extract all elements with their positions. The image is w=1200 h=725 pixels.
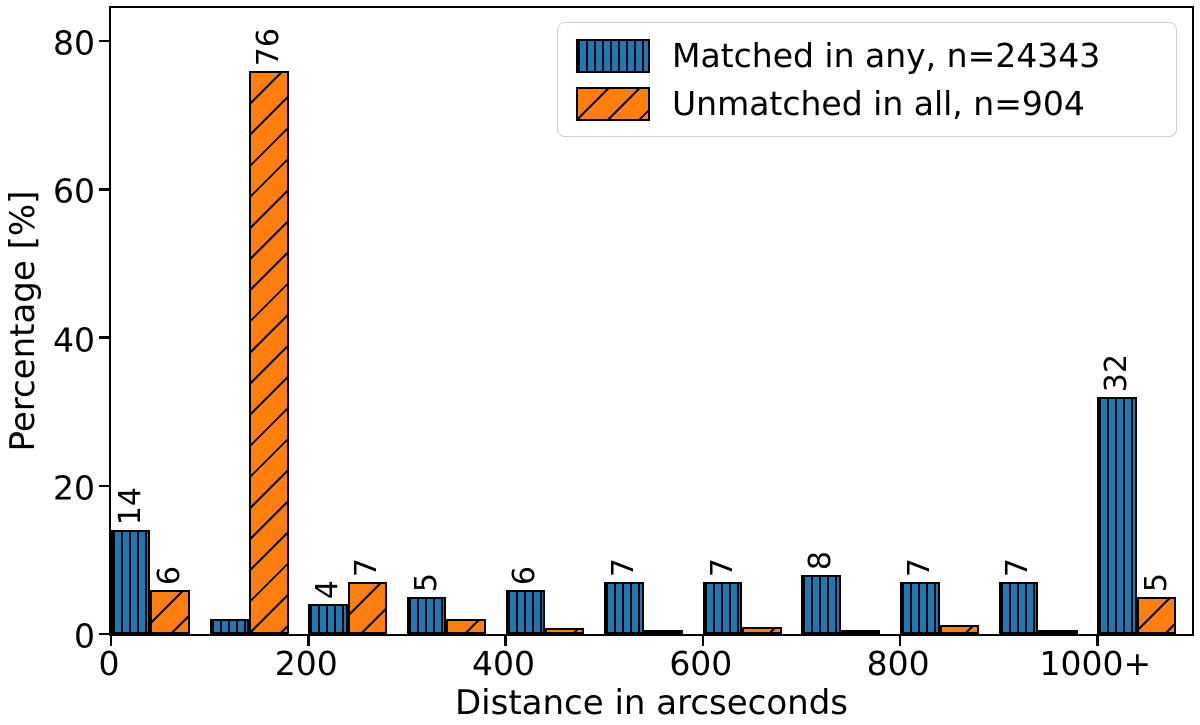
x-tick-mark [1096, 636, 1099, 646]
y-tick-label: 0 [74, 616, 95, 656]
x-tick-mark [701, 636, 705, 646]
bar-unmatched-bin4 [545, 628, 585, 634]
bar-value-label-matched-bin8: 7 [900, 558, 939, 577]
bar-unmatched-bin7 [840, 630, 881, 634]
y-tick-label: 60 [53, 171, 95, 211]
bar-value-label-matched-bin9: 7 [999, 558, 1038, 577]
legend: Matched in any, n=24343 Unmatched in all… [557, 22, 1177, 137]
bar-matched-bin6 [702, 582, 743, 634]
x-tick-mark [504, 636, 507, 646]
bar-value-label-matched-bin0: 14 [111, 487, 150, 525]
bar-value-text: 32 [1099, 353, 1135, 392]
bar-value-text: 7 [349, 557, 385, 577]
bar-unmatched-bin0 [150, 590, 190, 634]
x-tick-label: 0 [98, 644, 120, 683]
bar-value-text: 76 [250, 27, 286, 66]
bar-value-text: 5 [1138, 572, 1174, 592]
bar-unmatched-bin2 [347, 582, 388, 634]
bar-value-text: 14 [112, 486, 148, 525]
bar-matched-bin4 [505, 590, 545, 634]
bar-value-label-matched-bin10: 32 [1097, 354, 1136, 392]
bar-value-label-matched-bin2: 4 [308, 580, 347, 599]
bar-value-label-unmatched-bin10: 5 [1137, 573, 1176, 592]
bar-value-label-matched-bin3: 5 [407, 573, 446, 592]
y-tick-mark [99, 632, 109, 636]
bar-value-label-matched-bin5: 7 [604, 558, 643, 577]
bar-value-text: 4 [309, 579, 345, 599]
bar-matched-bin5 [604, 582, 644, 634]
x-tick-label: 600 [669, 644, 733, 683]
bar-value-label-unmatched-bin0: 6 [150, 566, 189, 585]
legend-swatch-matched-icon [576, 38, 650, 73]
legend-label-matched: Matched in any, n=24343 [672, 36, 1101, 75]
bar-value-label-matched-bin4: 6 [506, 566, 545, 585]
bar-value-text: 5 [408, 572, 444, 592]
bar-matched-bin0 [111, 530, 151, 634]
x-tick-label: 200 [274, 644, 338, 683]
bar-value-label-unmatched-bin1: 76 [249, 28, 288, 66]
legend-swatch-unmatched-icon [576, 86, 650, 121]
bar-value-label-matched-bin6: 7 [703, 558, 742, 577]
y-tick-label: 80 [53, 23, 95, 63]
legend-row-unmatched: Unmatched in all, n=904 [576, 84, 1158, 123]
bar-matched-bin3 [406, 597, 447, 634]
y-tick-label: 20 [53, 468, 95, 508]
x-tick-label: 800 [866, 644, 930, 683]
bar-unmatched-bin3 [446, 619, 486, 634]
bar-unmatched-bin10 [1136, 597, 1177, 634]
bar-matched-bin10 [1097, 397, 1137, 634]
bar-value-text: 7 [1000, 557, 1036, 577]
legend-label-unmatched: Unmatched in all, n=904 [672, 84, 1085, 123]
bar-value-label-unmatched-bin2: 7 [348, 558, 387, 577]
bar-unmatched-bin8 [939, 625, 979, 634]
y-tick-mark [99, 484, 109, 488]
x-tick-mark [109, 636, 113, 646]
bar-value-text: 7 [605, 557, 641, 577]
y-tick-mark [99, 39, 109, 43]
bar-matched-bin1 [209, 619, 250, 634]
bar-matched-bin7 [801, 575, 841, 634]
bar-unmatched-bin1 [249, 71, 289, 634]
x-axis-label: Distance in arcseconds [454, 683, 848, 723]
bar-value-text: 6 [152, 565, 188, 585]
y-tick-mark [99, 188, 109, 191]
legend-row-matched: Matched in any, n=24343 [576, 36, 1158, 75]
bar-unmatched-bin9 [1038, 630, 1078, 634]
x-tick-label: 400 [472, 644, 536, 683]
bar-unmatched-bin5 [643, 630, 684, 634]
bar-value-label-matched-bin7: 8 [801, 551, 840, 570]
y-tick-mark [99, 336, 109, 339]
bar-matched-bin9 [998, 582, 1039, 634]
bar-value-text: 7 [704, 557, 740, 577]
bar-unmatched-bin6 [742, 627, 782, 634]
bar-matched-bin2 [308, 604, 348, 634]
x-tick-mark [307, 636, 310, 646]
bar-value-text: 7 [901, 557, 937, 577]
bar-value-text: 6 [507, 565, 543, 585]
x-tick-mark [898, 636, 902, 646]
x-tick-label: 1000+ [1039, 644, 1152, 683]
y-tick-label: 40 [53, 320, 95, 360]
bar-matched-bin8 [900, 582, 940, 634]
bar-value-text: 8 [803, 550, 839, 570]
